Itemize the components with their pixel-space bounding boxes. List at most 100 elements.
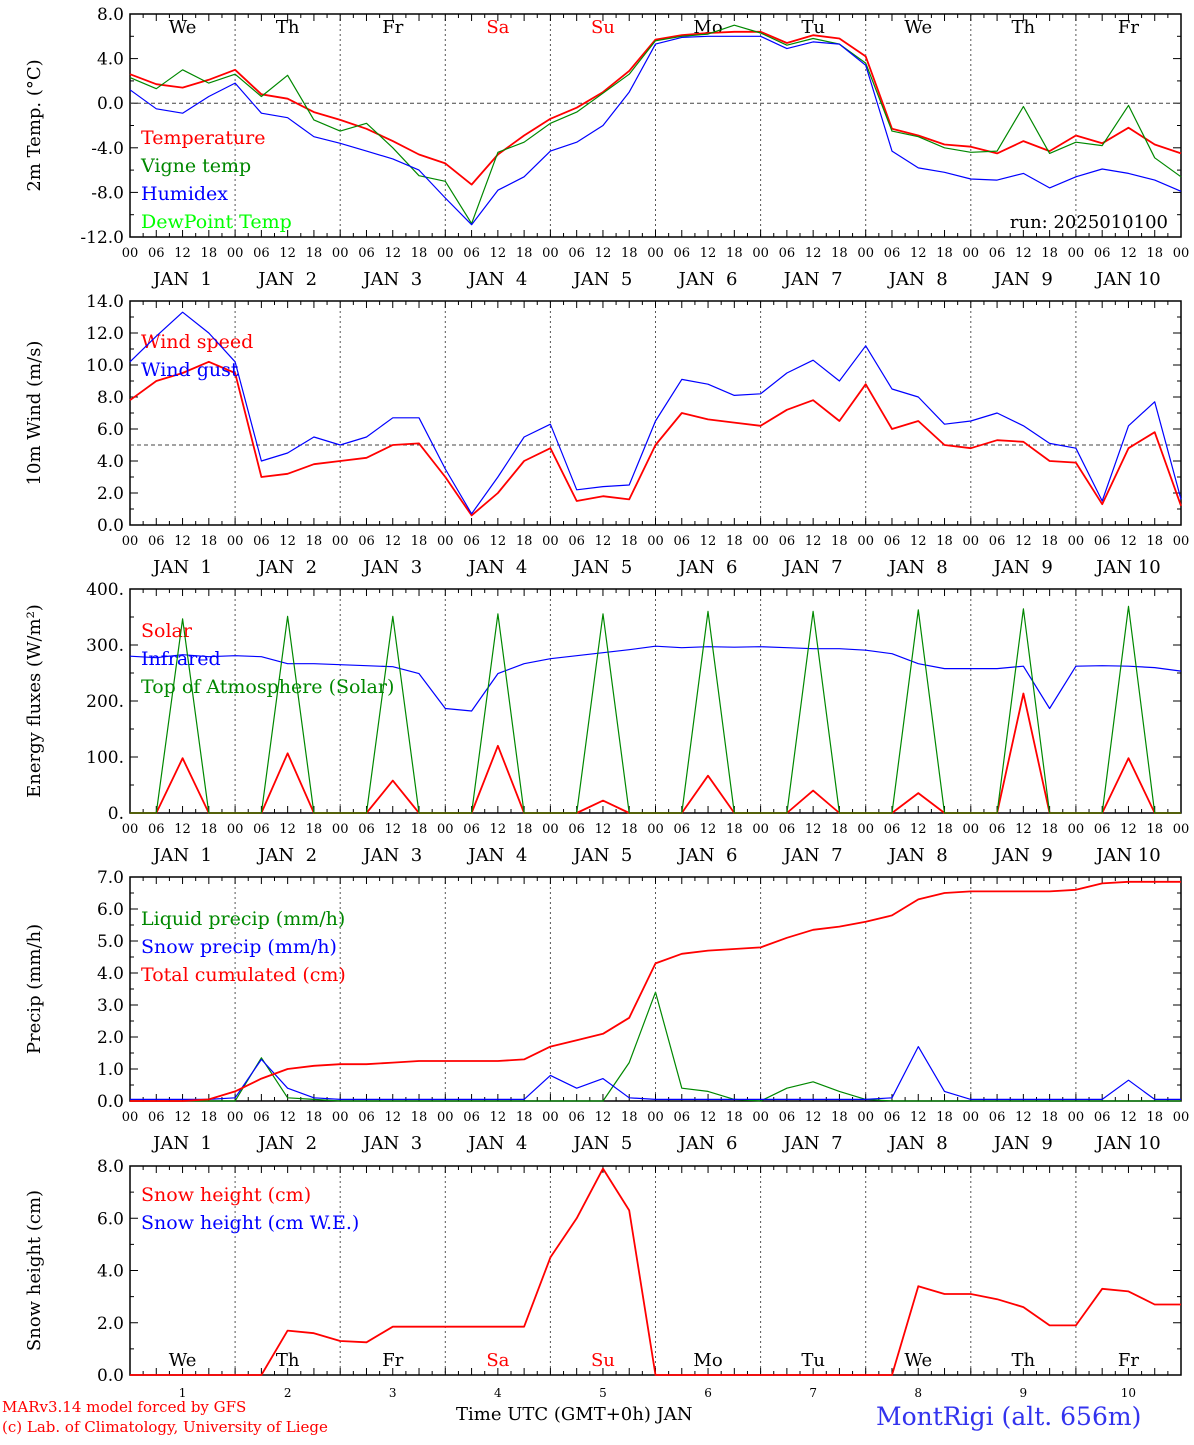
date-label: JAN 5 bbox=[572, 845, 633, 866]
hour-tick-label: 18 bbox=[831, 822, 848, 837]
hour-tick-label: 18 bbox=[1041, 1110, 1058, 1125]
y-tick-label: 2.0 bbox=[97, 484, 124, 504]
y-tick-label: 400. bbox=[86, 580, 124, 600]
hour-tick-label: 06 bbox=[1094, 822, 1111, 837]
temperature-y-axis-title: 2m Temp. (°C) bbox=[24, 59, 45, 191]
date-label: JAN 2 bbox=[256, 557, 317, 578]
hour-tick-label: 00 bbox=[437, 534, 454, 549]
hour-tick-label: 12 bbox=[384, 1110, 401, 1125]
hour-tick-label: 12 bbox=[1120, 1110, 1137, 1125]
date-label: JAN 8 bbox=[887, 269, 948, 290]
date-label: JAN 10 bbox=[1094, 1133, 1161, 1154]
legend-entry: Vigne temp bbox=[140, 155, 251, 177]
hour-tick-label: 06 bbox=[1094, 246, 1111, 261]
hour-tick-label: 18 bbox=[726, 246, 743, 261]
hour-tick-label: 12 bbox=[279, 534, 296, 549]
hour-tick-label: 12 bbox=[490, 1110, 507, 1125]
y-tick-label: -4.0 bbox=[91, 139, 124, 159]
day-name: We bbox=[904, 17, 932, 38]
series-line-wind-gust bbox=[129, 311, 1182, 515]
hour-tick-label: 06 bbox=[568, 534, 585, 549]
legend-entry: Liquid precip (mm/h) bbox=[141, 908, 345, 930]
day-name: Mo bbox=[693, 1350, 722, 1371]
y-tick-label: -12.0 bbox=[80, 228, 124, 248]
day-name: We bbox=[169, 1350, 197, 1371]
hour-tick-label: 18 bbox=[831, 534, 848, 549]
hour-tick-label: 00 bbox=[1068, 246, 1085, 261]
day-number-label: 7 bbox=[809, 1386, 817, 1400]
day-number-label: 8 bbox=[914, 1386, 922, 1400]
hour-tick-label: 18 bbox=[411, 822, 428, 837]
date-label: JAN 7 bbox=[782, 845, 843, 866]
date-label: JAN 5 bbox=[572, 557, 633, 578]
series-line-top-of-atmosphere-solar- bbox=[130, 605, 1181, 814]
date-label: JAN 8 bbox=[887, 557, 948, 578]
hour-tick-label: 12 bbox=[279, 1110, 296, 1125]
y-tick-label: 0.0 bbox=[97, 94, 124, 114]
day-name: Th bbox=[1012, 17, 1036, 38]
hour-tick-label: 00 bbox=[1068, 822, 1085, 837]
hour-tick-label: 00 bbox=[857, 534, 874, 549]
hour-tick-label: 00 bbox=[963, 534, 980, 549]
legend-entry: Temperature bbox=[141, 127, 265, 149]
hour-tick-label: 18 bbox=[621, 1110, 638, 1125]
hour-tick-label: 00 bbox=[857, 1110, 874, 1125]
hour-tick-label: 06 bbox=[358, 822, 375, 837]
x-axis-title: Time UTC (GMT+0h) JAN bbox=[456, 1404, 693, 1425]
hour-tick-label: 06 bbox=[568, 246, 585, 261]
hour-tick-label: 12 bbox=[805, 534, 822, 549]
hour-tick-label: 18 bbox=[516, 246, 533, 261]
day-name: Fr bbox=[1118, 1350, 1139, 1371]
panel-snow: 8.0 6.0 4.0 2.0 0.0 Snow height (cm) We Th Fr Sa S… bbox=[24, 1157, 1182, 1400]
day-name: Su bbox=[591, 17, 615, 38]
hour-tick-label: 18 bbox=[936, 534, 953, 549]
y-tick-label: 0.0 bbox=[97, 516, 124, 536]
hour-tick-label: 12 bbox=[805, 246, 822, 261]
date-label: JAN 1 bbox=[151, 557, 212, 578]
hour-tick-label: 06 bbox=[358, 534, 375, 549]
legend-entry: Top of Atmosphere (Solar) bbox=[141, 676, 394, 698]
hour-tick-label: 18 bbox=[306, 246, 323, 261]
date-label: JAN 10 bbox=[1094, 557, 1161, 578]
hour-tick-label: 06 bbox=[674, 246, 691, 261]
hour-tick-label: 12 bbox=[700, 534, 717, 549]
hour-tick-label: 00 bbox=[227, 1110, 244, 1125]
hour-tick-label: 06 bbox=[1094, 534, 1111, 549]
hour-tick-label: 18 bbox=[1146, 534, 1163, 549]
y-tick-label: 4.0 bbox=[97, 50, 124, 70]
credit-line-1: MARv3.14 model forced by GFS bbox=[2, 1398, 247, 1416]
y-tick-label: 7.0 bbox=[97, 868, 124, 888]
hour-tick-label: 00 bbox=[647, 822, 664, 837]
date-label: JAN 3 bbox=[361, 1133, 422, 1154]
run-annotation: run: 2025010100 bbox=[1010, 212, 1168, 233]
hour-tick-label: 18 bbox=[936, 822, 953, 837]
hour-tick-label: 00 bbox=[542, 534, 559, 549]
legend-entry: Humidex bbox=[141, 183, 228, 205]
hour-tick-label: 00 bbox=[857, 822, 874, 837]
date-label: JAN 9 bbox=[992, 557, 1053, 578]
y-tick-label: 14.0 bbox=[86, 292, 124, 312]
day-name: Su bbox=[591, 1350, 615, 1371]
panel-precip: 7.0 6.0 5.0 4.0 3.0 2.0 1.0 0.0 Precip (mm/h) 00 0… bbox=[24, 868, 1189, 1154]
hour-tick-label: 12 bbox=[384, 534, 401, 549]
hour-tick-label: 12 bbox=[700, 822, 717, 837]
date-label: JAN 3 bbox=[361, 269, 422, 290]
series-line-humidex bbox=[129, 35, 1182, 226]
hour-tick-label: 12 bbox=[490, 822, 507, 837]
hour-tick-label: 06 bbox=[674, 822, 691, 837]
hour-tick-label: 18 bbox=[1041, 822, 1058, 837]
hour-tick-label: 18 bbox=[411, 1110, 428, 1125]
hour-tick-label: 00 bbox=[752, 822, 769, 837]
y-tick-label: 1.0 bbox=[97, 1060, 124, 1080]
hour-tick-label: 00 bbox=[752, 246, 769, 261]
day-name: Th bbox=[276, 17, 300, 38]
hour-tick-label: 00 bbox=[542, 1110, 559, 1125]
hour-tick-label: 18 bbox=[1146, 246, 1163, 261]
hour-tick-label: 12 bbox=[1120, 822, 1137, 837]
hour-tick-label: 00 bbox=[752, 534, 769, 549]
date-label: JAN 7 bbox=[782, 1133, 843, 1154]
legend-entry: Snow height (cm) bbox=[141, 1184, 311, 1206]
hour-tick-label: 06 bbox=[253, 534, 270, 549]
date-label: JAN 5 bbox=[572, 269, 633, 290]
hour-tick-label: 18 bbox=[1146, 1110, 1163, 1125]
